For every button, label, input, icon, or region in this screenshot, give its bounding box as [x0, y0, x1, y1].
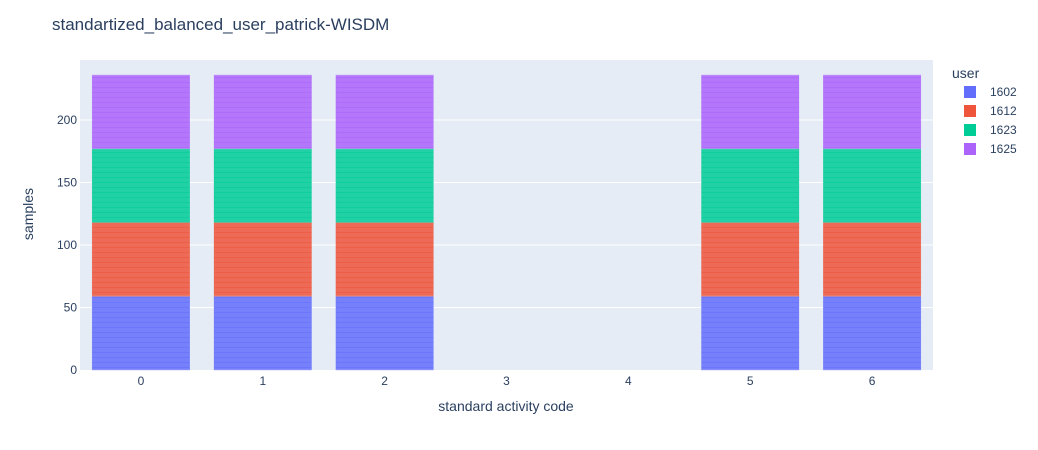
x-tick-label: 3	[503, 374, 510, 388]
bar-segment	[91, 74, 190, 149]
bar-segment	[91, 296, 190, 371]
legend-swatch	[964, 124, 976, 136]
x-axis-title: standard activity code	[438, 398, 574, 414]
legend-item[interactable]: 1623	[964, 123, 1017, 137]
legend-swatch	[964, 105, 976, 117]
bar-segment	[823, 222, 922, 297]
bar-segment	[213, 74, 312, 149]
bar-segment	[701, 222, 800, 297]
y-tick-label: 50	[64, 301, 78, 315]
bar-segment	[701, 296, 800, 371]
legend-title: user	[952, 65, 980, 81]
legend: user 1602 1612 1623 1625	[952, 65, 1017, 156]
legend-label: 1625	[990, 142, 1017, 156]
legend-label: 1602	[990, 85, 1017, 99]
bar-segment	[91, 148, 190, 223]
bars	[91, 74, 922, 371]
bar-segment	[335, 148, 434, 223]
y-tick-label: 0	[70, 363, 77, 377]
bar-segment	[335, 74, 434, 149]
legend-swatch	[964, 143, 976, 155]
x-tick-label: 6	[869, 374, 876, 388]
bar-segment	[91, 222, 190, 297]
bar-segment	[823, 296, 922, 371]
y-tick-labels: 0 50 100 150 200	[57, 113, 77, 377]
legend-swatch	[964, 86, 976, 98]
bar-segment	[213, 222, 312, 297]
legend-item[interactable]: 1612	[964, 104, 1017, 118]
bar-segment	[701, 148, 800, 223]
x-tick-labels: 0 1 2 3 4 5 6	[138, 374, 876, 388]
chart-title: standartized_balanced_user_patrick-WISDM	[52, 15, 389, 34]
bar-segment	[213, 148, 312, 223]
plot-area	[80, 60, 933, 370]
x-tick-label: 0	[138, 374, 145, 388]
bar-segment	[823, 74, 922, 149]
y-axis-title: samples	[20, 188, 36, 240]
y-tick-label: 150	[57, 176, 77, 190]
legend-label: 1612	[990, 104, 1017, 118]
y-tick-label: 100	[57, 238, 77, 252]
x-tick-label: 1	[259, 374, 266, 388]
bar-segment	[701, 74, 800, 149]
x-tick-label: 4	[625, 374, 632, 388]
x-tick-label: 2	[381, 374, 388, 388]
bar-segment	[335, 222, 434, 297]
bar-segment	[823, 148, 922, 223]
legend-item[interactable]: 1625	[964, 142, 1017, 156]
y-tick-label: 200	[57, 113, 77, 127]
bar-segment	[335, 296, 434, 371]
legend-label: 1623	[990, 123, 1017, 137]
legend-item[interactable]: 1602	[964, 85, 1017, 99]
x-tick-label: 5	[747, 374, 754, 388]
bar-segment	[213, 296, 312, 371]
